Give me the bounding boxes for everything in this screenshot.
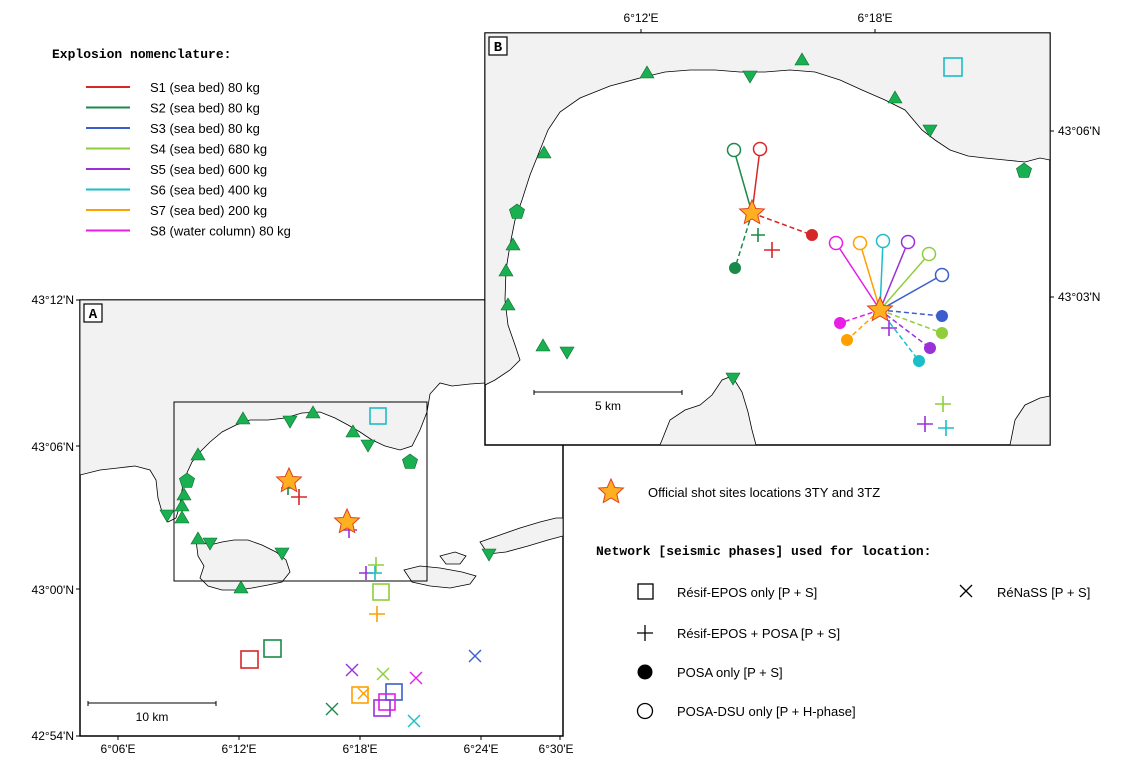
zoom-rectangle: [173, 401, 428, 582]
renass-label: RéNaSS [P + S]: [997, 585, 1090, 600]
nomenclature-label: S6 (sea bed) 400 kg: [150, 183, 267, 198]
lon-tick-label: 6°30'E: [538, 742, 573, 756]
panel-b-posa-markers: [729, 229, 948, 367]
scale-label: 5 km: [595, 399, 621, 413]
panel-b-posa-dsu-markers: [726, 141, 950, 283]
symbol-legend: Official shot sites locations 3TY and 3T…: [596, 478, 1090, 720]
posa-dsu-label: POSA-DSU only [P + H-phase]: [677, 704, 856, 719]
nomenclature-label: S4 (sea bed) 680 kg: [150, 142, 267, 157]
resif-only-marker: [943, 57, 963, 77]
open-circle-icon: [636, 702, 654, 720]
posa-only-label: POSA only [P + S]: [677, 665, 783, 680]
lat-tick-label: 43°12'N: [32, 293, 74, 307]
panel-b-scale-bar: 5 km: [533, 390, 683, 413]
cross-icon: [959, 584, 973, 598]
panel-b-map: 6°12'E 6°18'E 43°06'N 43°03'N B: [484, 11, 1100, 446]
filled-circle-icon: [637, 664, 653, 680]
star-icon: [598, 478, 624, 503]
panel-b-label: B: [494, 40, 503, 56]
nomenclature-title: Explosion nomenclature:: [52, 47, 231, 62]
lon-tick-label: 6°12'E: [623, 11, 658, 25]
nomenclature-label: S1 (sea bed) 80 kg: [150, 80, 260, 95]
lat-tick-label: 42°54'N: [32, 729, 74, 743]
square-icon: [637, 583, 654, 600]
resif-posa-label: Résif-EPOS + POSA [P + S]: [677, 626, 840, 641]
panel-a-lon-ticks: 6°06'E 6°12'E 6°18'E 6°24'E 6°30'E: [100, 742, 573, 756]
panel-a-lat-ticks: 43°12'N 43°06'N 43°00'N 42°54'N: [32, 293, 74, 743]
resif-only-label: Résif-EPOS only [P + S]: [677, 585, 817, 600]
nomenclature-label: S2 (sea bed) 80 kg: [150, 101, 260, 116]
plus-icon: [637, 625, 653, 641]
lat-tick-label: 43°03'N: [1058, 290, 1100, 304]
panel-b-resif-posa-markers: [751, 228, 954, 436]
lat-tick-label: 43°00'N: [32, 583, 74, 597]
panel-b-land: [485, 33, 1050, 445]
nomenclature-legend: Explosion nomenclature: S1 (sea bed) 80 …: [52, 47, 291, 239]
scale-label: 10 km: [136, 710, 169, 724]
panel-b-lon-ticks: 6°12'E 6°18'E: [623, 11, 892, 25]
nomenclature-label: S8 (water column) 80 kg: [150, 224, 291, 239]
nomenclature-label: S3 (sea bed) 80 kg: [150, 121, 260, 136]
panel-a-label: A: [89, 307, 98, 323]
lon-tick-label: 6°18'E: [342, 742, 377, 756]
lat-tick-label: 43°06'N: [32, 440, 74, 454]
panel-a-land: [80, 300, 563, 591]
panel-b-lat-ticks: 43°06'N 43°03'N: [1058, 124, 1100, 304]
network-title: Network [seismic phases] used for locati…: [596, 544, 931, 559]
shot-sites-label: Official shot sites locations 3TY and 3T…: [648, 485, 880, 500]
panel-a-scale-bar: 10 km: [87, 701, 217, 724]
panel-b-shot-south-rays: [835, 240, 943, 362]
lon-tick-label: 6°06'E: [100, 742, 135, 756]
lat-tick-label: 43°06'N: [1058, 124, 1100, 138]
lon-tick-label: 6°12'E: [221, 742, 256, 756]
lon-tick-label: 6°18'E: [857, 11, 892, 25]
nomenclature-label: S5 (sea bed) 600 kg: [150, 162, 267, 177]
nomenclature-label: S7 (sea bed) 200 kg: [150, 203, 267, 218]
panel-a-map: 43°12'N 43°06'N 43°00'N 42°54'N 6°06'E 6…: [32, 293, 574, 756]
lon-tick-label: 6°24'E: [463, 742, 498, 756]
